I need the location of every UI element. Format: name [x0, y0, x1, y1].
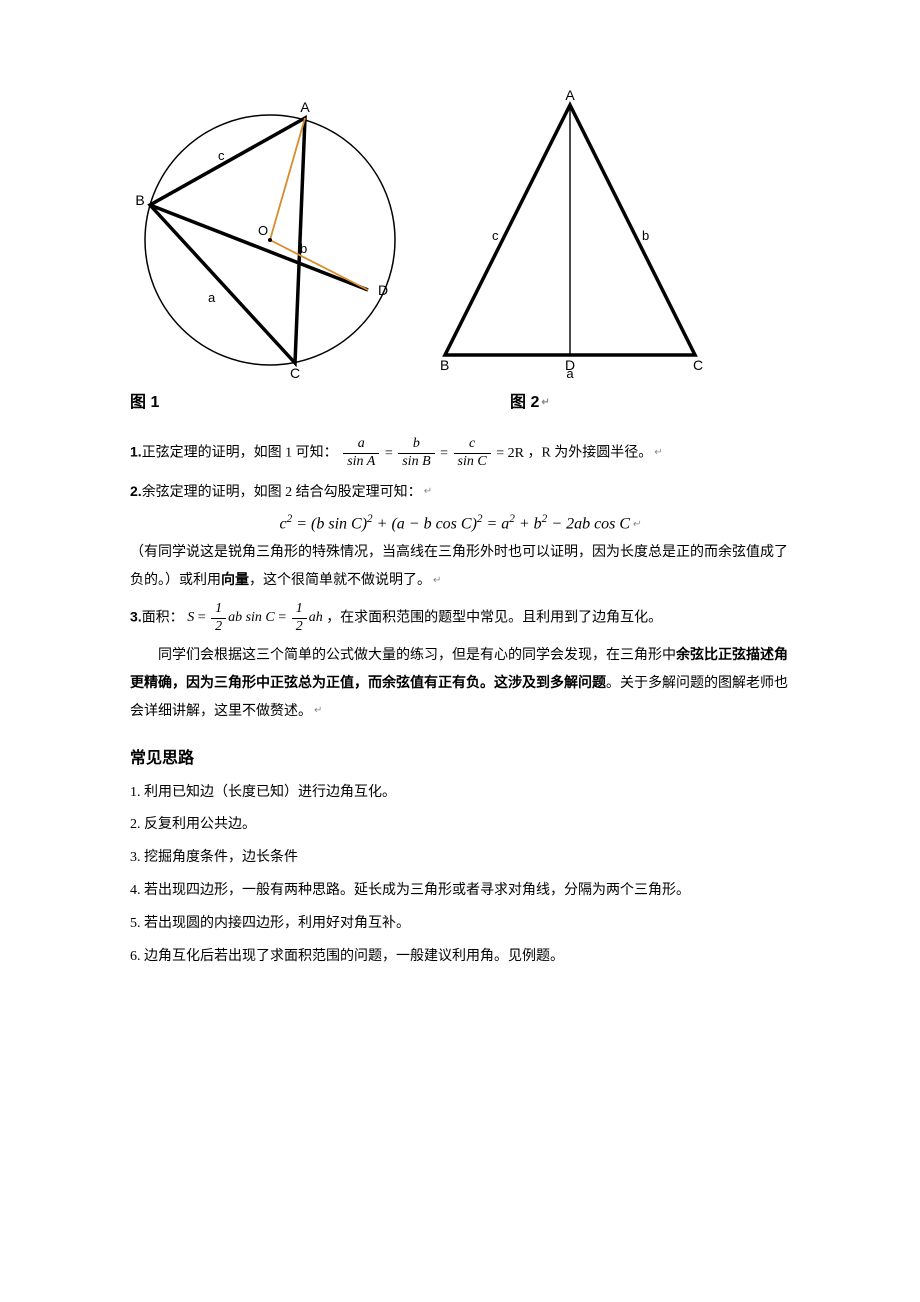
figure-labels-row: 图 1 图 2↵: [130, 388, 790, 412]
svg-text:c: c: [492, 228, 499, 243]
svg-text:B: B: [135, 192, 144, 208]
half-1b: 1: [292, 601, 307, 619]
para-mark-icon: ↵: [632, 519, 640, 530]
sine-rule-tail: = 2R: [496, 446, 524, 461]
para-2-text: 余弦定理的证明，如图 2 结合勾股定理可知：: [142, 485, 422, 500]
frac1-n: a: [343, 436, 379, 454]
area-formula: S = 12ab sin C = 12ah: [187, 610, 326, 625]
page-root: A B C D O c b a A B C D c: [0, 0, 920, 1034]
para-1-text-a: 正弦定理的证明，如图 1 可知：: [142, 446, 338, 461]
svg-text:O: O: [258, 223, 268, 238]
svg-text:b: b: [300, 241, 307, 256]
section-head: 常见思路: [130, 744, 790, 768]
para-2: 2.余弦定理的证明，如图 2 结合勾股定理可知：↵: [130, 477, 790, 507]
para-1-text-b: ，R 为外接圆半径。: [527, 446, 652, 461]
para-5: 同学们会根据这三个简单的公式做大量的练习，但是有心的同学会发现，在三角形中余弦比…: [130, 642, 790, 726]
list-item: 3. 挖掘角度条件，边长条件: [130, 843, 790, 874]
figure-2: A B C D c b a: [430, 90, 710, 380]
cosine-rule-formula: c2 = (b sin C)2 + (a − b cos C)2 = a2 + …: [130, 513, 790, 533]
two-1b: 2: [292, 619, 307, 636]
para-mark-icon: ↵: [424, 486, 432, 497]
svg-text:c: c: [218, 148, 225, 163]
para-mark-icon: ↵: [433, 575, 441, 586]
para-mark-icon: ↵: [314, 705, 322, 716]
list-item: 1. 利用已知边（长度已知）进行边角互化。: [130, 778, 790, 809]
list-item: 2. 反复利用公共边。: [130, 810, 790, 841]
list-item: 5. 若出现圆的内接四边形，利用好对角互补。: [130, 909, 790, 940]
svg-text:a: a: [566, 366, 574, 380]
para-4-text-a: 面积：: [142, 610, 184, 625]
svg-text:A: A: [565, 90, 575, 103]
area-term1: ab sin C: [228, 610, 275, 625]
frac2-d: sin B: [398, 454, 434, 471]
list-item: 4. 若出现四边形，一般有两种思路。延长成为三角形或者寻求对角线，分隔为两个三角…: [130, 876, 790, 907]
svg-text:D: D: [378, 282, 388, 298]
para-1-num: 1.: [130, 444, 142, 460]
para-3: （有同学说这是锐角三角形的特殊情况，当高线在三角形外时也可以证明，因为长度总是正…: [130, 539, 790, 595]
figures-row: A B C D O c b a A B C D c: [130, 90, 790, 380]
frac3-d: sin C: [454, 454, 491, 471]
svg-text:b: b: [642, 228, 649, 243]
figure-2-svg: A B C D c b a: [430, 90, 710, 380]
para-1: 1.正弦定理的证明，如图 1 可知： asin A = bsin B = csi…: [130, 436, 790, 471]
para-5-a: 同学们会根据这三个简单的公式做大量的练习，但是有心的同学会发现，在三角形中: [130, 648, 676, 663]
figure-2-label-text: 图 2: [510, 394, 539, 411]
para-4-text-b: ，在求面积范围的题型中常见。且利用到了边角互化。: [326, 610, 662, 625]
half-1a: 1: [211, 601, 226, 619]
svg-text:C: C: [693, 357, 703, 373]
sine-rule-formula: asin A = bsin B = csin C = 2R: [341, 446, 527, 461]
frac3-n: c: [454, 436, 491, 454]
figure-1-svg: A B C D O c b a: [130, 90, 410, 380]
figure-2-label: 图 2↵: [510, 388, 550, 412]
para-mark-icon: ↵: [654, 447, 662, 458]
para-3-tail: ，这个很简单就不做说明了。: [249, 573, 431, 588]
two-1a: 2: [211, 619, 226, 636]
svg-text:a: a: [208, 290, 216, 305]
para-3-bold: 向量: [221, 573, 249, 588]
figure-1: A B C D O c b a: [130, 90, 410, 380]
para-4: 3.面积： S = 12ab sin C = 12ah ，在求面积范围的题型中常…: [130, 601, 790, 636]
frac2-n: b: [398, 436, 434, 454]
para-2-num: 2.: [130, 483, 142, 499]
svg-text:C: C: [290, 365, 300, 380]
para-mark-icon: ↵: [541, 397, 549, 408]
svg-text:B: B: [440, 357, 449, 373]
area-S: S: [187, 610, 194, 625]
para-4-num: 3.: [130, 608, 142, 624]
frac1-d: sin A: [343, 454, 379, 471]
area-term2: ah: [309, 610, 323, 625]
list-item: 6. 边角互化后若出现了求面积范围的问题，一般建议利用角。见例题。: [130, 942, 790, 973]
svg-text:A: A: [300, 99, 310, 115]
figure-1-label: 图 1: [130, 388, 510, 412]
